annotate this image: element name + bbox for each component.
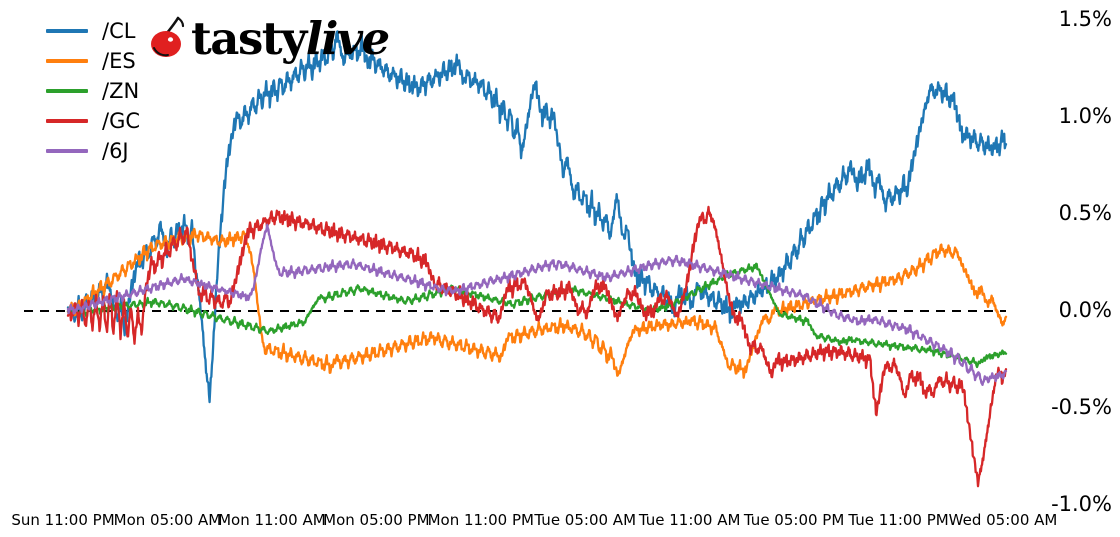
x-tick-label: Mon 11:00 AM bbox=[218, 511, 326, 529]
legend-label-cl: /CL bbox=[102, 18, 136, 43]
legend-label-6j: /6J bbox=[102, 138, 129, 163]
series-line-gc bbox=[66, 205, 1008, 488]
y-tick-label: 0.0% bbox=[1058, 298, 1112, 322]
logo-text-tasty: tasty bbox=[191, 11, 307, 65]
legend-swatch-es bbox=[46, 59, 88, 63]
legend-item-gc[interactable]: /GC bbox=[46, 106, 161, 136]
series-line-es bbox=[66, 227, 1008, 379]
x-tick-label: Tue 11:00 PM bbox=[848, 511, 949, 529]
legend-item-zn[interactable]: /ZN bbox=[46, 76, 161, 106]
logo-wordmark: tastylive bbox=[191, 16, 390, 61]
series-line-6j bbox=[66, 223, 1008, 386]
legend-swatch-6j bbox=[46, 149, 88, 153]
legend-item-6j[interactable]: /6J bbox=[46, 136, 161, 166]
x-tick-label: Mon 11:00 PM bbox=[427, 511, 534, 529]
legend-swatch-zn bbox=[46, 89, 88, 93]
x-tick-label: Tue 11:00 AM bbox=[638, 511, 741, 529]
legend-label-es: /ES bbox=[102, 48, 136, 73]
series-line-zn bbox=[66, 262, 1008, 369]
legend-label-gc: /GC bbox=[102, 108, 141, 133]
legend: /CL /ES /ZN /GC /6J bbox=[46, 16, 161, 166]
y-tick-label: 0.5% bbox=[1058, 201, 1112, 225]
legend-swatch-gc bbox=[46, 119, 88, 123]
legend-label-zn: /ZN bbox=[102, 78, 140, 103]
cherry-icon bbox=[151, 16, 185, 57]
y-tick-label: -1.0% bbox=[1051, 492, 1112, 516]
legend-swatch-cl bbox=[46, 29, 88, 33]
x-tick-label: Tue 05:00 PM bbox=[743, 511, 845, 529]
series-lines bbox=[66, 30, 1008, 488]
series-line-cl bbox=[66, 30, 1008, 404]
y-tick-label: -0.5% bbox=[1051, 395, 1112, 419]
y-tick-label: 1.0% bbox=[1058, 104, 1112, 128]
x-tick-label: Sun 11:00 PM bbox=[11, 511, 115, 529]
legend-item-cl[interactable]: /CL bbox=[46, 16, 161, 46]
x-tick-label: Mon 05:00 PM bbox=[323, 511, 430, 529]
x-tick-label: Mon 05:00 AM bbox=[113, 511, 222, 529]
y-tick-label: 1.5% bbox=[1058, 7, 1112, 31]
x-tick-label: Wed 05:00 AM bbox=[948, 511, 1058, 529]
legend-item-es[interactable]: /ES bbox=[46, 46, 161, 76]
x-tick-label: Tue 05:00 AM bbox=[534, 511, 637, 529]
tastylive-logo: tastylive bbox=[148, 12, 390, 64]
logo-text-live: live bbox=[305, 11, 390, 65]
